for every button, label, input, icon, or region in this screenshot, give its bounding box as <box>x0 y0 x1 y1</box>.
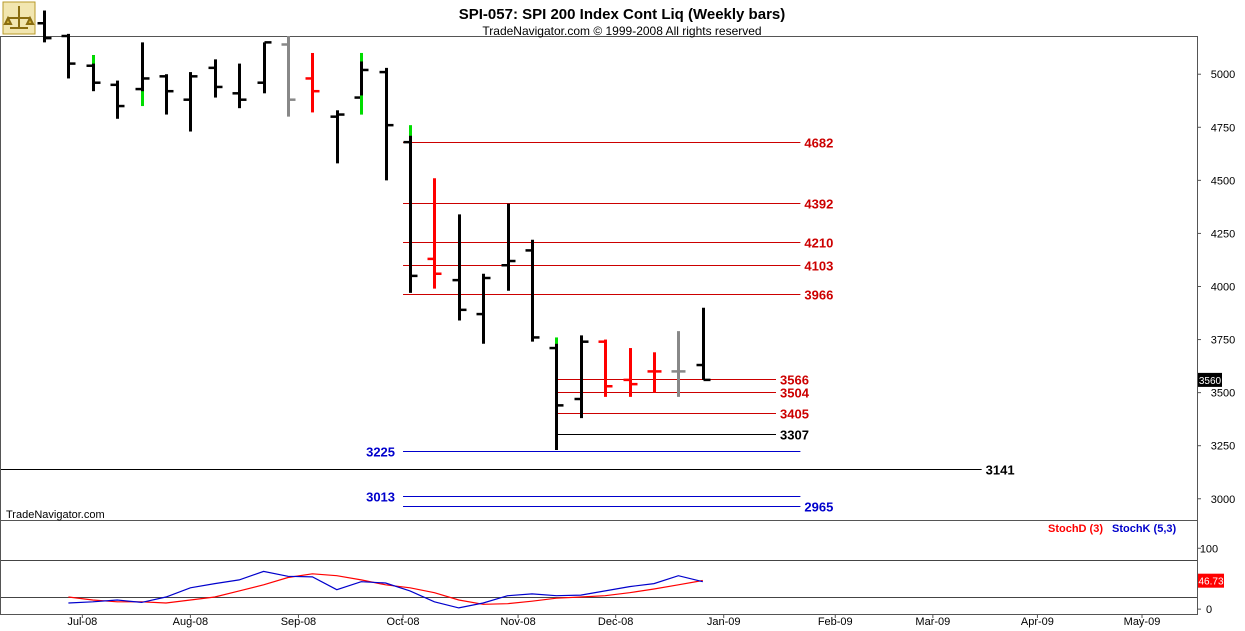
price-axis: 5000 4750 4500 4250 4000 3750 3500 3250 3000 <box>1197 69 1235 506</box>
stoch-last-label: 46.73 <box>1198 577 1223 588</box>
last-price-marker: 3560 <box>1198 372 1222 387</box>
watermark-text: TradeNavigator.com <box>6 509 105 521</box>
level-label-3141: 3141 <box>986 463 1015 478</box>
plot-frame <box>0 36 1198 615</box>
last-price-box <box>1198 372 1222 387</box>
date-tick-label: Jan-09 <box>707 616 741 628</box>
date-tick-label: Jul-08 <box>67 616 97 628</box>
date-tick-label: Mar-09 <box>915 616 950 628</box>
stoch-series-line <box>68 573 703 605</box>
date-tick-label: Apr-09 <box>1021 616 1054 628</box>
level-label-4210: 4210 <box>804 236 833 251</box>
price-tick-label: 4000 <box>1211 281 1235 293</box>
date-axis: Jul-08 Aug-08 Sep-08 Oct-08 Nov-08 Dec-08 Jan-… <box>67 614 1160 628</box>
price-tick-label: 5000 <box>1211 69 1235 81</box>
legend-stochd: StochD (3) <box>1048 523 1103 535</box>
price-tick-label: 3250 <box>1211 441 1235 453</box>
level-label-3504: 3504 <box>780 386 810 401</box>
price-tick-label: 3500 <box>1211 388 1235 400</box>
price-tick-label: 3000 <box>1211 494 1235 506</box>
date-tick-label: Sep-08 <box>281 616 316 628</box>
price-tick-label: 4750 <box>1211 122 1235 134</box>
ohlc-bars <box>37 10 711 450</box>
level-label-4682: 4682 <box>804 136 833 151</box>
level-label-3966: 3966 <box>804 288 833 303</box>
level-label-3013: 3013 <box>366 490 395 505</box>
chart-copyright: TradeNavigator.com © 1999-2008 All right… <box>482 24 761 38</box>
chart-title: SPI-057: SPI 200 Index Cont Liq (Weekly … <box>459 6 786 23</box>
level-label-2965: 2965 <box>804 500 833 515</box>
date-tick-label: May-09 <box>1124 616 1161 628</box>
date-tick-label: Nov-08 <box>500 616 535 628</box>
stoch-tick-label: 100 <box>1200 543 1218 555</box>
date-tick-label: Feb-09 <box>818 616 853 628</box>
level-label-3307: 3307 <box>780 428 809 443</box>
level-label-4103: 4103 <box>804 259 833 274</box>
stoch-tick-label: 0 <box>1206 604 1212 616</box>
price-tick-label: 4500 <box>1211 175 1235 187</box>
price-tick-label: 3750 <box>1211 335 1235 347</box>
trade-navigator-logo-icon <box>2 1 36 35</box>
stoch-series-line <box>68 570 703 609</box>
price-tick-label: 4250 <box>1211 228 1235 240</box>
level-label-3566: 3566 <box>780 373 809 388</box>
legend-stochk: StochK (5,3) <box>1112 523 1177 535</box>
last-price-label: 3560 <box>1199 376 1222 387</box>
level-label-3225: 3225 <box>366 445 395 460</box>
stoch-last-box <box>1198 573 1224 588</box>
stochastic-panel: 100 0 StochD (3) StochK (5,3) 46.73 <box>1 523 1224 616</box>
level-label-4392: 4392 <box>804 197 833 212</box>
date-tick-label: Dec-08 <box>598 616 633 628</box>
level-label-3405: 3405 <box>780 407 809 422</box>
date-tick-label: Aug-08 <box>173 616 208 628</box>
date-tick-label: Oct-08 <box>387 616 420 628</box>
